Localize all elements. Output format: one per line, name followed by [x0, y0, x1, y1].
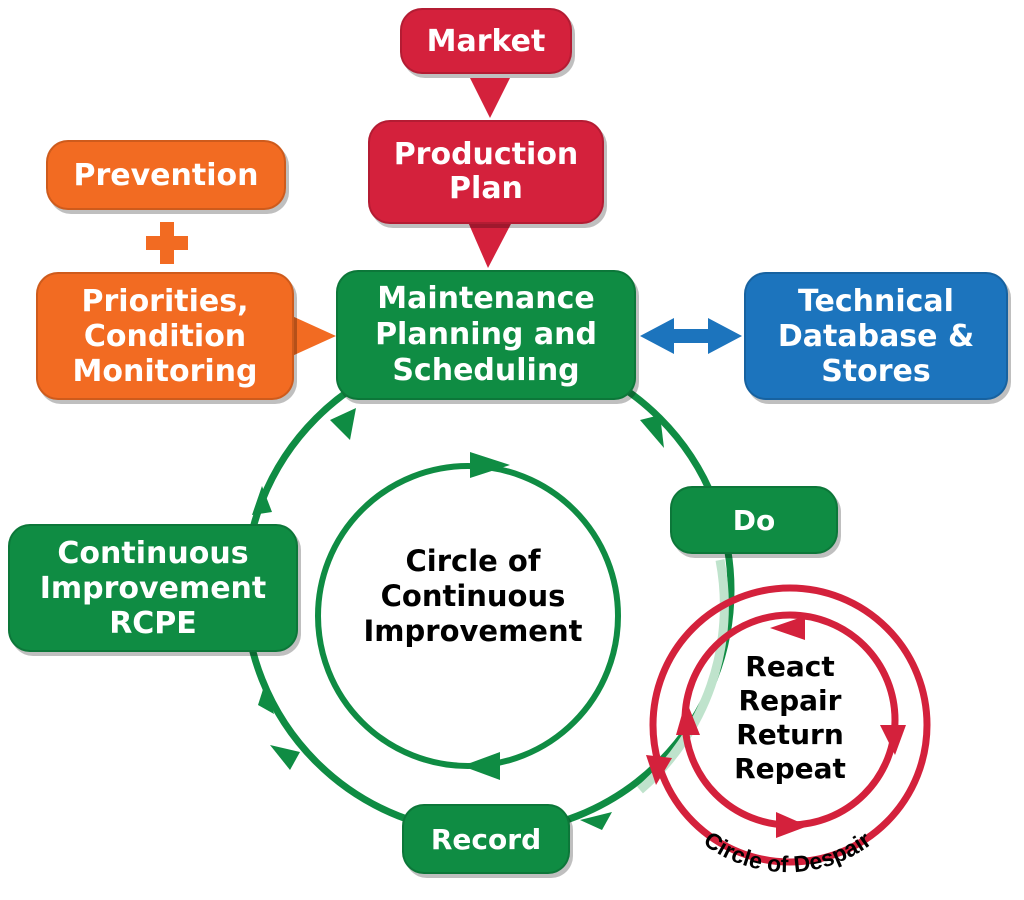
- outer-arrow-bottom-left: [270, 745, 300, 770]
- inner-arrow-top: [470, 452, 510, 478]
- despair-arrow-bottom: [776, 812, 808, 838]
- outer-arrow-top-right: [640, 415, 664, 448]
- bidirectional-arrow: [640, 318, 742, 354]
- despair-arrow-top: [770, 616, 805, 640]
- prevention-label: Prevention: [73, 157, 259, 193]
- despair-outer-circle: [649, 584, 931, 866]
- despair-arrow-left: [676, 700, 700, 735]
- outer-arrow-top-left: [330, 408, 356, 440]
- maintenance-planning-node: Maintenance Planning and Scheduling: [336, 270, 636, 400]
- priorities-node: Priorities, Condition Monitoring: [36, 272, 294, 400]
- technical-database-label: Technical Database & Stores: [777, 283, 975, 389]
- market-pointer: [470, 78, 510, 118]
- circle-of-despair-label: Circle of Despair: [699, 826, 875, 877]
- do-label: Do: [732, 503, 776, 537]
- market-node: Market: [400, 8, 572, 74]
- priorities-pointer: [292, 316, 336, 356]
- outer-arrow-bottom-right: [580, 812, 612, 830]
- market-label: Market: [426, 23, 546, 59]
- outer-arrow-left-upper: [252, 486, 272, 515]
- continuous-improvement-node: Continuous Improvement RCPE: [8, 524, 298, 652]
- continuous-improvement-label: Continuous Improvement RCPE: [39, 535, 267, 641]
- plus-horizontal: [146, 236, 188, 250]
- despair-arrow-outer-left: [646, 755, 672, 785]
- do-node: Do: [670, 486, 838, 554]
- circle-continuous-label: Circle of Continuous Improvement: [363, 544, 583, 648]
- priorities-label: Priorities, Condition Monitoring: [72, 283, 258, 389]
- technical-database-node: Technical Database & Stores: [744, 272, 1008, 400]
- inner-arrow-bottom: [462, 752, 500, 780]
- circle-of-despair-text: Circle of Despair: [699, 826, 875, 877]
- production-plan-label: Production Plan: [393, 137, 579, 206]
- production-plan-node: Production Plan: [368, 120, 604, 224]
- record-label: Record: [430, 822, 542, 856]
- prevention-node: Prevention: [46, 140, 286, 210]
- outer-arrow-left-lower: [258, 680, 274, 714]
- react-repeat-label: React Repair Return Repeat: [734, 650, 846, 785]
- record-node: Record: [402, 804, 570, 874]
- despair-arrow-right: [880, 725, 906, 755]
- maintenance-planning-label: Maintenance Planning and Scheduling: [375, 281, 597, 388]
- production-pointer: [468, 222, 512, 268]
